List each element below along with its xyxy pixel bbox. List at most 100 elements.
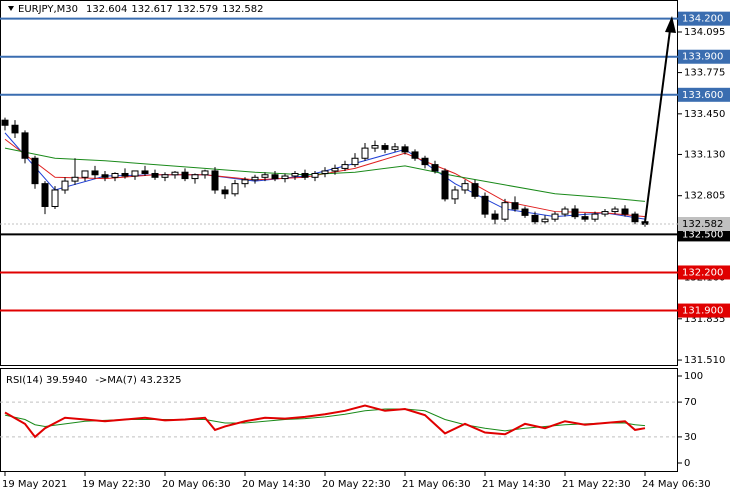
candle-body [231,183,239,195]
x-tick-label: 19 May 2021 [2,479,67,490]
candle-body [1,119,9,126]
candle-body [621,208,629,215]
candle-body [461,183,469,191]
level-label-box [678,11,730,26]
candle-body [41,183,49,207]
candle-body [291,172,299,177]
candle-body [361,147,369,159]
x-tick-label: 21 May 22:30 [562,479,631,490]
candle-body [581,216,589,220]
x-tick-label: 20 May 22:30 [322,479,391,490]
y-tick-label: 133.450 [684,109,725,120]
candle-body [591,213,599,220]
candle-body [491,213,499,220]
rsi-tick-label: 0 [684,458,690,469]
candle-body [391,146,399,150]
candle-body [371,145,379,149]
candle-body [141,170,149,174]
candle-body [381,145,389,150]
candle-body [101,174,109,178]
candle-body [181,171,189,180]
candle-body [551,213,559,220]
candle-body [541,218,549,223]
candle-body [521,208,529,216]
quote-value: 132.604 [86,4,127,15]
menu-icon [8,6,14,11]
x-tick-label: 21 May 06:30 [402,479,471,490]
level-label-box [678,49,730,64]
ma-line [4,147,646,202]
candle-body [91,170,99,176]
candle-body [191,174,199,180]
level-label: 133.600 [682,90,723,101]
x-tick-label: 21 May 14:30 [482,479,551,490]
candle-body [421,157,429,166]
y-tick-label: 133.775 [684,68,725,79]
candle-body [131,170,139,177]
rsi-tick-label: 30 [684,432,697,443]
candle-body [571,208,579,218]
arrow-head [665,16,676,33]
candle-body [271,174,279,180]
rsi-line [4,404,646,439]
level-label: 132.200 [682,267,723,278]
candle-body [401,146,409,153]
candle-body [531,214,539,223]
quote-value: 132.579 [177,4,218,15]
candle-body [261,174,269,178]
candle-body [121,172,129,177]
x-tick-label: 20 May 06:30 [162,479,231,490]
candle-body [171,171,179,176]
candle-body [431,164,439,172]
level-label: 132.500 [682,229,723,240]
candle-body [51,189,59,207]
candle-body [111,172,119,178]
y-tick-label: 133.130 [684,149,725,160]
header: EURJPY,M30 132.604 132.617 132.579 132.582 [18,4,263,15]
arrow-shaft [644,29,671,223]
y-tick-label: 134.095 [684,27,725,38]
x-tick-label: 19 May 22:30 [82,479,151,490]
candle-body [81,170,89,178]
rsi-tick-label: 100 [684,371,703,382]
y-tick-label: 131.510 [684,355,725,366]
candle-body [221,189,229,195]
quote-value: 132.582 [222,4,263,15]
rsi-tick-label: 70 [684,397,697,408]
candle-body [301,172,309,178]
candle-body [411,151,419,159]
rsi-frame [0,368,678,472]
y-tick-label: 131.835 [684,314,725,325]
rsi-label: RSI(14) 39.5940 ->MA(7) 43.2325 [6,375,181,386]
rsi-ma-text: ->MA(7) 43.2325 [95,375,181,386]
candle-body [151,172,159,178]
candle-body [451,189,459,200]
candle-body [31,157,39,185]
candle-body [561,208,569,215]
candle-body [341,164,349,169]
x-tick-label: 20 May 14:30 [242,479,311,490]
candle-body [311,172,319,178]
level-label: 131.900 [682,306,723,317]
symbol: EURJPY,M30 [18,4,78,15]
candle-body [501,202,509,220]
candle-body [331,167,339,172]
current-price-box [678,217,730,232]
candle-body [601,211,609,215]
level-label: 134.200 [682,14,723,25]
candle-body [611,208,619,213]
candle-body [281,175,289,180]
rsi-text: RSI(14) 39.5940 [6,375,87,386]
candle-body [21,132,29,159]
level-label-box [678,265,730,280]
candle-body [201,170,209,176]
candle-body [251,176,259,181]
y-tick-label: 132.805 [684,191,725,202]
candle-body [631,213,639,223]
ma-line [4,138,646,218]
candle-body [441,170,449,200]
level-label-box [678,303,730,318]
candle-body [11,124,19,134]
